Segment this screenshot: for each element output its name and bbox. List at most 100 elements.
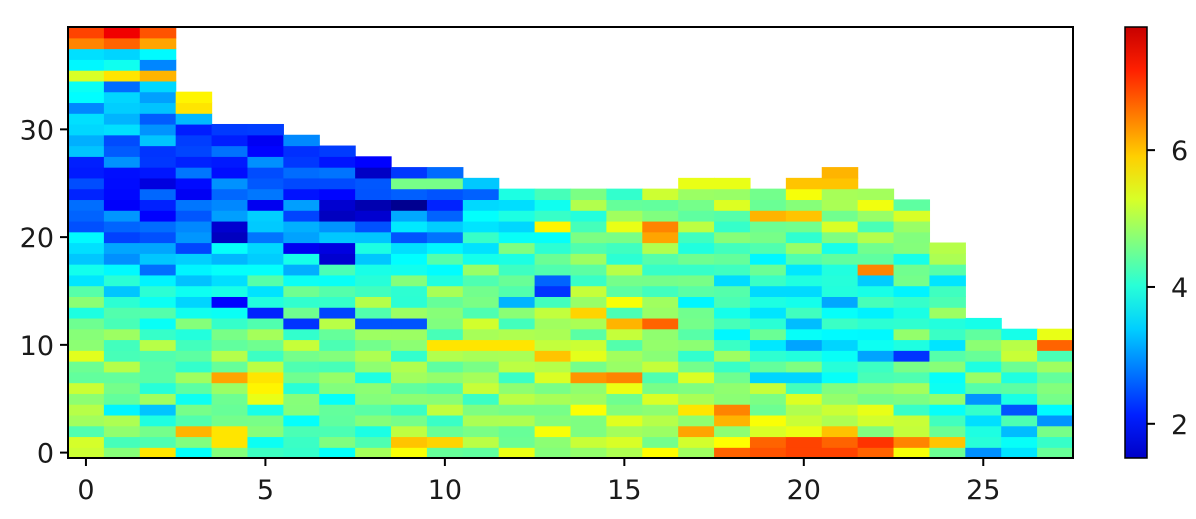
heatmap-cell (714, 210, 751, 222)
heatmap-cell (714, 328, 751, 341)
heatmap-cell (68, 350, 105, 362)
heatmap-cell (319, 307, 356, 319)
heatmap-cell (462, 231, 500, 244)
heatmap-cell (319, 220, 356, 233)
heatmap-cell (319, 436, 356, 448)
heatmap-cell (462, 382, 500, 394)
heatmap-cell (785, 425, 823, 438)
heatmap-cell (391, 220, 428, 233)
heatmap-cell (642, 317, 679, 330)
heatmap-cell (678, 404, 715, 416)
heatmap-cell (821, 339, 859, 351)
heatmap-cell (857, 436, 895, 448)
heatmap-cell (714, 371, 751, 384)
heatmap-cell (534, 264, 572, 276)
heatmap-cell (68, 102, 105, 114)
heatmap-cell (749, 350, 787, 362)
heatmap-cell (139, 328, 177, 341)
heatmap-cell (391, 285, 428, 297)
heatmap-cell (929, 317, 966, 330)
heatmap-cell (211, 210, 249, 222)
heatmap-cell (319, 285, 356, 297)
heatmap-cell (821, 274, 859, 287)
heatmap-cell (175, 425, 213, 438)
heatmap-cell (355, 285, 392, 297)
heatmap-cell (319, 371, 356, 384)
heatmap-cell (139, 156, 177, 168)
heatmap-cell (355, 274, 392, 287)
heatmap-cell (283, 425, 320, 438)
heatmap-cell (426, 177, 464, 190)
heatmap-cell (570, 285, 607, 297)
heatmap-cell (606, 317, 643, 330)
heatmap-cell (714, 264, 751, 276)
heatmap-cell (785, 296, 823, 308)
heatmap-cell (68, 264, 105, 276)
heatmap-cell (283, 274, 320, 287)
heatmap-cell (714, 350, 751, 362)
heatmap-cell (283, 339, 320, 351)
heatmap-cell (247, 328, 284, 341)
heatmap-cell (893, 285, 931, 297)
heatmap-cell (355, 425, 392, 438)
heatmap-cell (534, 393, 572, 405)
heatmap-cell (175, 177, 213, 190)
heatmap-cell (749, 231, 787, 244)
heatmap-cell (714, 220, 751, 233)
heatmap-cell (391, 177, 428, 190)
heatmap-cell (749, 382, 787, 394)
heatmap-cell (857, 328, 895, 341)
heatmap-cell (749, 199, 787, 211)
heatmap-cell (319, 317, 356, 330)
heatmap-cell (678, 253, 715, 265)
heatmap-cell (139, 425, 177, 438)
heatmap-cell (785, 404, 823, 416)
heatmap-cell (678, 317, 715, 330)
heatmap-cell (211, 285, 249, 297)
heatmap-cell (211, 447, 249, 459)
heatmap-cell (534, 425, 572, 438)
heatmap-cell (355, 177, 392, 190)
heatmap-cell (498, 350, 536, 362)
heatmap-cell (426, 425, 464, 438)
heatmap-cell (175, 113, 213, 125)
heatmap-cell (678, 350, 715, 362)
heatmap-cell (247, 210, 284, 222)
heatmap-cell (103, 328, 141, 341)
heatmap-cell (139, 80, 177, 93)
heatmap-cell (103, 339, 141, 351)
heatmap-cell (211, 414, 249, 427)
heatmap-cell (642, 371, 679, 384)
heatmap-cell (175, 264, 213, 276)
heatmap-cell (965, 382, 1002, 394)
heatmap-cell (283, 242, 320, 254)
heatmap-cell (247, 285, 284, 297)
x-tick-label: 0 (77, 475, 94, 506)
heatmap-cell (857, 296, 895, 308)
heatmap-cell (534, 339, 572, 351)
y-axis: 0 10 20 30 (20, 115, 68, 470)
heatmap-cell (391, 231, 428, 244)
heatmap-cell (103, 414, 141, 427)
heatmap-cell (247, 253, 284, 265)
heatmap-cell (68, 317, 105, 330)
heatmap-cell (68, 414, 105, 427)
heatmap-cell (893, 447, 931, 459)
heatmap-cell (175, 296, 213, 308)
heatmap-cell (68, 285, 105, 297)
heatmap-cell (534, 436, 572, 448)
heatmap-cell (426, 264, 464, 276)
heatmap-cell (103, 436, 141, 448)
heatmap-cell (642, 382, 679, 394)
colorbar-tick-label: 6 (1171, 136, 1188, 167)
heatmap-cell (749, 361, 787, 373)
heatmap-cell (821, 296, 859, 308)
heatmap-cell (139, 167, 177, 179)
heatmap-cell (139, 145, 177, 157)
heatmap-cell (391, 382, 428, 394)
heatmap-cell (283, 220, 320, 233)
heatmap-cell (570, 436, 607, 448)
heatmap-cell (857, 264, 895, 276)
heatmap-cell (319, 425, 356, 438)
heatmap-cell (211, 145, 249, 157)
